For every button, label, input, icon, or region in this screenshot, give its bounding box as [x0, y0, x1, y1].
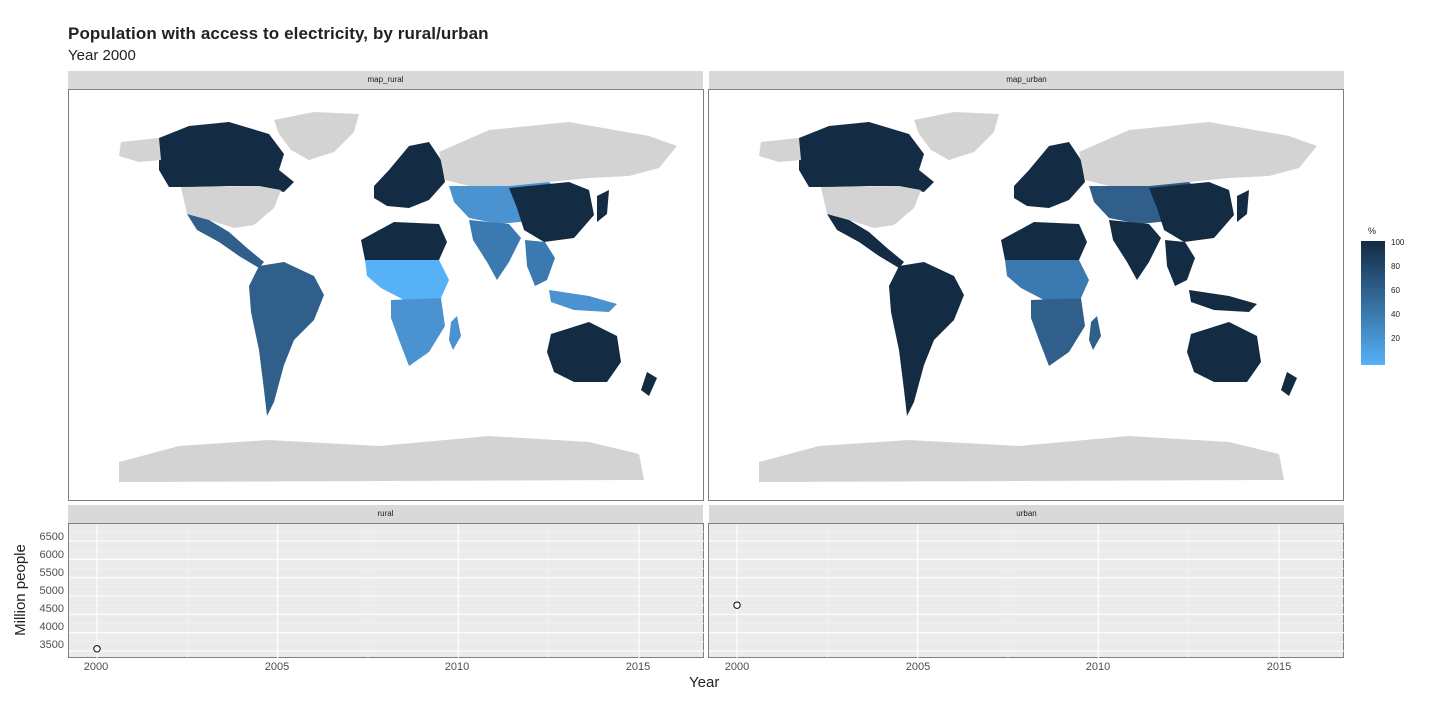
region-india [1109, 220, 1161, 280]
data-point [93, 645, 101, 653]
region-greenland [274, 112, 359, 160]
x-tick-label: 2010 [444, 661, 470, 673]
y-tick-label: 4000 [39, 621, 64, 633]
strip-urban: urban [709, 505, 1344, 523]
region-madagascar [449, 316, 461, 350]
region-india [469, 220, 521, 280]
rural-plot-panel [68, 523, 705, 659]
region-canada [159, 122, 294, 192]
data-point [733, 601, 741, 609]
region-south-america [889, 262, 964, 416]
map-rural-panel [68, 89, 704, 501]
region-se-asia [1165, 240, 1195, 286]
legend-label: 20 [1391, 334, 1400, 343]
region-indonesia [1189, 290, 1257, 312]
x-tick-label: 2005 [264, 661, 290, 673]
y-tick-label: 5500 [39, 567, 64, 579]
x-axis-label: Year [689, 674, 720, 691]
region-new-zealand [641, 372, 657, 396]
chart-title: Population with access to electricity, b… [68, 24, 489, 43]
region-japan [597, 190, 609, 222]
strip-map-rural: map_rural [68, 71, 703, 89]
x-tick-label: 2010 [1085, 661, 1111, 673]
map-urban [759, 112, 1317, 482]
strip-rural: rural [68, 505, 703, 523]
region-greenland [914, 112, 999, 160]
region-usa [821, 186, 921, 228]
rural-plot [69, 524, 705, 659]
region-mexico [827, 214, 904, 268]
chart-subtitle: Year 2000 [68, 47, 136, 64]
region-north-africa [361, 222, 447, 262]
region-japan [1237, 190, 1249, 222]
y-tick-label: 5000 [39, 585, 64, 597]
region-south-africa [391, 298, 445, 366]
region-russia [1079, 122, 1317, 186]
region-russia [439, 122, 677, 186]
region-mid-africa [1005, 260, 1089, 300]
urban-plot [709, 524, 1345, 659]
region-madagascar [1089, 316, 1101, 350]
region-north-africa [1001, 222, 1087, 262]
y-tick-label: 4500 [39, 603, 64, 615]
region-antarctica [759, 436, 1284, 482]
legend-label: 80 [1391, 262, 1400, 271]
region-europe [374, 142, 445, 208]
x-tick-label: 2000 [724, 661, 750, 673]
region-usa [181, 186, 281, 228]
region-canada [799, 122, 934, 192]
x-tick-label: 2015 [1266, 661, 1292, 673]
x-tick-label: 2000 [83, 661, 109, 673]
urban-plot-panel [708, 523, 1345, 659]
region-china [1149, 182, 1234, 242]
region-new-zealand [1281, 372, 1297, 396]
region-mexico [187, 214, 264, 268]
region-mid-africa [365, 260, 449, 300]
region-south-america [249, 262, 324, 416]
legend-label: 40 [1391, 310, 1400, 319]
region-south-africa [1031, 298, 1085, 366]
legend-colorbar [1361, 241, 1385, 365]
y-tick-label: 6000 [39, 549, 64, 561]
y-tick-label: 3500 [39, 639, 64, 651]
legend-title: % [1368, 226, 1377, 236]
region-indonesia [549, 290, 617, 312]
region-europe [1014, 142, 1085, 208]
y-axis-label: Million people [12, 544, 29, 636]
strip-map-urban: map_urban [709, 71, 1344, 89]
x-tick-label: 2015 [625, 661, 651, 673]
region-alaska [119, 138, 161, 162]
region-se-asia [525, 240, 555, 286]
map-rural [119, 112, 677, 482]
x-tick-label: 2005 [905, 661, 931, 673]
region-china [509, 182, 594, 242]
legend-label: 60 [1391, 286, 1400, 295]
legend-label: 100 [1391, 238, 1405, 247]
region-antarctica [119, 436, 644, 482]
y-tick-label: 6500 [39, 531, 64, 543]
region-australia [1187, 322, 1261, 382]
map-urban-panel [708, 89, 1344, 501]
region-australia [547, 322, 621, 382]
region-alaska [759, 138, 801, 162]
